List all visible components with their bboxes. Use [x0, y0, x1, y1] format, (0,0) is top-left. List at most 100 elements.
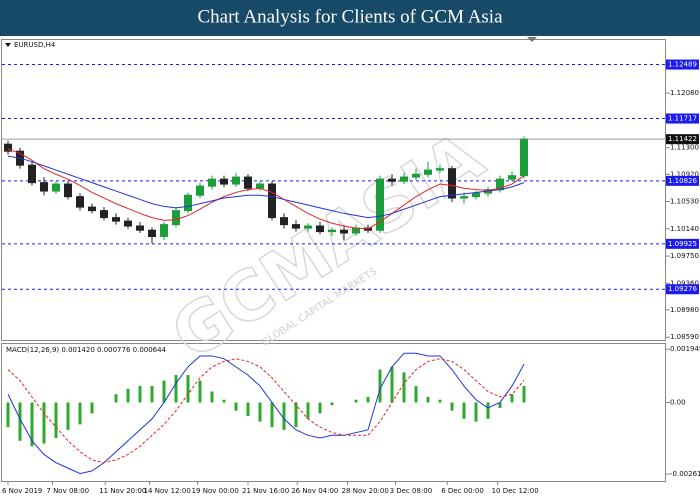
histogram-bar	[18, 402, 22, 441]
y-tick-label: 1.08980	[670, 306, 699, 314]
y-tick-label: -0.002619	[670, 470, 700, 478]
y-tick-label: 1.11300	[670, 144, 699, 152]
symbol-label: EURUSD,H4	[14, 41, 56, 49]
candle-body	[124, 220, 132, 227]
histogram-bar	[426, 396, 430, 403]
histogram-bar	[306, 402, 310, 419]
histogram-bar	[354, 399, 358, 403]
x-tick-label: 6 Nov 2019	[2, 487, 42, 495]
macd-line	[7, 352, 525, 475]
shift-marker	[527, 37, 537, 42]
y-tick-label: 0.001949	[670, 345, 700, 353]
histogram-bar	[462, 402, 466, 419]
candle-body	[160, 224, 168, 238]
candle-body	[196, 185, 204, 196]
x-tick-label: 11 Nov 20:00	[99, 487, 146, 495]
histogram-bar	[90, 402, 94, 414]
level-label-box	[666, 238, 699, 249]
header-title: Chart Analysis for Clients of GCM Asia	[197, 6, 503, 27]
x-tick-label: 21 Nov 16:00	[242, 487, 289, 495]
x-tick-label: 3 Dec 08:00	[390, 487, 433, 495]
histogram-bar	[138, 386, 142, 403]
x-tick-label: 7 Nov 08:00	[46, 487, 89, 495]
x-tick-label: 26 Nov 04:00	[291, 487, 338, 495]
candle-body	[508, 175, 516, 180]
histogram-bar	[222, 399, 226, 403]
candle-body	[376, 178, 384, 231]
level-label: 1.09925	[668, 240, 697, 248]
histogram-bar	[6, 402, 10, 428]
histogram-bar	[402, 372, 406, 403]
histogram-bar	[390, 366, 394, 403]
candle-body	[112, 217, 120, 222]
histogram-bar	[162, 380, 166, 403]
histogram-bar	[378, 369, 382, 403]
candle-body	[136, 225, 144, 231]
histogram-bar	[30, 402, 34, 447]
candle-body	[172, 210, 180, 226]
candle-body	[448, 168, 456, 199]
histogram-bar	[282, 402, 286, 430]
histogram-bar	[270, 402, 274, 428]
y-tick-label: 0.00	[670, 398, 686, 406]
level-label-box	[666, 284, 699, 295]
moving-average	[7, 148, 525, 230]
candle-body	[388, 178, 396, 182]
level-label-box	[666, 59, 699, 70]
histogram-bar	[318, 402, 322, 414]
candle-body	[232, 176, 240, 185]
price-panel	[1, 39, 666, 341]
candle-body	[424, 169, 432, 175]
candle-body	[76, 196, 84, 208]
candle-body	[148, 229, 156, 238]
candle-body	[520, 138, 528, 177]
histogram-bar	[42, 402, 46, 444]
candle-body	[88, 206, 96, 212]
candle-body	[40, 182, 48, 192]
level-label: 1.11717	[668, 115, 697, 123]
histogram-bar	[498, 402, 502, 408]
candle-body	[244, 176, 252, 189]
y-tick-label: 1.09750	[670, 252, 699, 260]
current-price-label: 1.11422	[668, 135, 697, 143]
candle-body	[52, 183, 60, 192]
y-tick-label: 1.10530	[670, 198, 699, 206]
candle-body	[208, 178, 216, 187]
y-tick-label: 1.08590	[670, 333, 699, 341]
y-tick-label: 1.12080	[670, 89, 699, 97]
candle-body	[412, 173, 420, 178]
candle-body	[64, 183, 72, 198]
level-label-box	[666, 175, 699, 186]
watermark-text: GCMASIA	[158, 117, 497, 376]
candle-body	[400, 176, 408, 182]
y-tick-label: 1.10140	[670, 225, 699, 233]
moving-average	[7, 155, 525, 219]
candle-body	[460, 196, 468, 199]
candle-body	[268, 183, 276, 219]
histogram-bar	[294, 402, 298, 428]
x-tick-label: 6 Dec 00:00	[441, 487, 484, 495]
symbol-arrow	[5, 43, 11, 47]
level-label: 1.10826	[668, 177, 697, 185]
header-bar	[0, 0, 700, 36]
level-label-box	[666, 113, 699, 124]
histogram-bar	[522, 386, 526, 403]
histogram-bar	[174, 375, 178, 403]
histogram-bar	[78, 402, 82, 425]
candle-body	[220, 178, 228, 185]
histogram-bar	[54, 402, 58, 439]
histogram-bar	[234, 402, 238, 411]
histogram-bar	[114, 394, 118, 403]
histogram-bar	[330, 402, 334, 406]
histogram-bar	[474, 402, 478, 422]
candle-body	[4, 143, 12, 152]
histogram-bar	[414, 386, 418, 403]
x-tick-label: 19 Nov 00:00	[192, 487, 239, 495]
candle-body	[184, 194, 192, 212]
histogram-bar	[150, 386, 154, 403]
candle-body	[316, 225, 324, 233]
current-price-box	[666, 134, 699, 145]
histogram-bar	[246, 402, 250, 417]
